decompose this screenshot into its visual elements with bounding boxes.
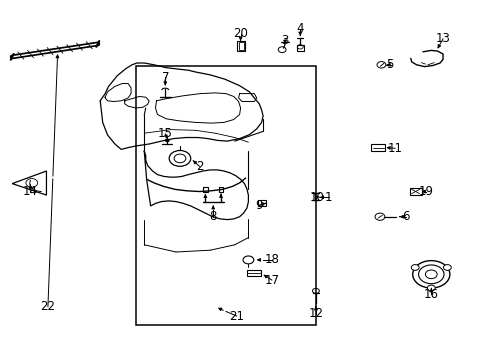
Text: 15: 15 <box>158 127 172 140</box>
Text: 7: 7 <box>161 71 169 84</box>
Text: 17: 17 <box>264 274 279 287</box>
Circle shape <box>443 265 450 270</box>
Text: 14: 14 <box>23 185 38 198</box>
Circle shape <box>164 139 169 142</box>
Bar <box>218 187 223 192</box>
Bar <box>203 187 207 192</box>
Text: 2: 2 <box>195 160 203 173</box>
Text: 10: 10 <box>309 191 324 204</box>
Text: 12: 12 <box>308 307 323 320</box>
Bar <box>296 45 303 51</box>
Text: 11: 11 <box>387 142 402 155</box>
Text: 19: 19 <box>418 185 433 198</box>
Bar <box>257 200 265 206</box>
Text: 13: 13 <box>435 32 449 45</box>
Text: 21: 21 <box>229 310 244 323</box>
Bar <box>370 144 385 151</box>
Text: 18: 18 <box>264 253 279 266</box>
Text: 1: 1 <box>324 191 332 204</box>
Text: 6: 6 <box>401 210 409 223</box>
Bar <box>236 41 245 51</box>
Text: 3: 3 <box>281 34 288 47</box>
Text: 5: 5 <box>386 58 393 71</box>
Bar <box>409 188 421 195</box>
Text: 20: 20 <box>233 27 247 40</box>
Bar <box>238 42 243 50</box>
Circle shape <box>410 265 418 270</box>
Text: 16: 16 <box>423 288 438 301</box>
Circle shape <box>427 285 434 291</box>
Text: 4: 4 <box>296 22 304 35</box>
Text: 22: 22 <box>41 300 55 313</box>
Text: 9: 9 <box>255 199 263 212</box>
Bar <box>247 270 261 276</box>
Bar <box>136 66 315 325</box>
Text: 8: 8 <box>209 210 217 223</box>
